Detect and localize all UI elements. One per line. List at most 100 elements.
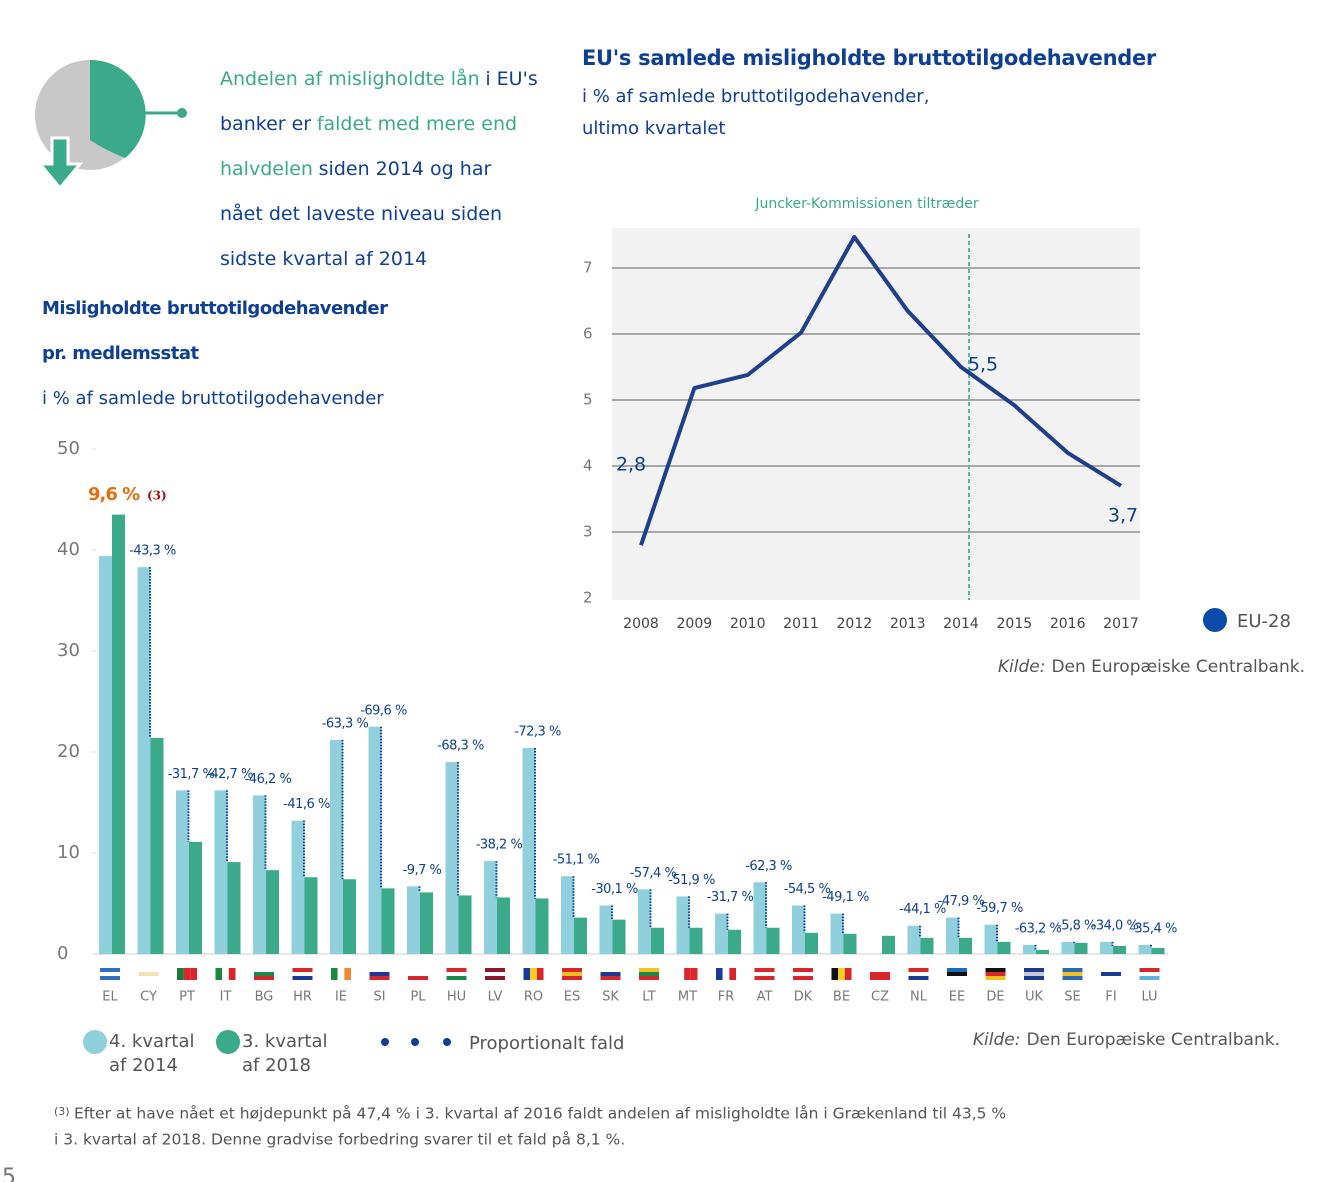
x-tick-label: RO <box>524 990 543 1005</box>
bar <box>1138 944 1152 954</box>
x-tick-label: SI <box>373 990 385 1005</box>
flag-stripe <box>485 968 505 972</box>
flag-stripe <box>369 976 390 980</box>
y-tick-label: 50 <box>57 438 80 459</box>
bar <box>843 933 857 954</box>
flag-stripe <box>562 972 582 976</box>
flag-stripe <box>754 972 775 976</box>
x-tick-label: FI <box>1105 990 1116 1005</box>
bar <box>214 790 228 954</box>
chart-title: Misligholdte bruttotilgodehavender <box>42 298 388 319</box>
x-tick-label: BE <box>833 990 850 1005</box>
change-label: -72,3 % <box>514 724 561 739</box>
y-tick-label: 30 <box>57 640 80 661</box>
flag-stripe <box>600 976 621 980</box>
flag-stripe <box>1101 968 1121 972</box>
change-label: -5,8 % <box>1057 918 1096 933</box>
bar <box>253 795 266 954</box>
x-tick-label: 2012 <box>837 616 873 632</box>
flag-stripe <box>1139 968 1160 972</box>
bar <box>728 929 741 954</box>
x-tick-label: UK <box>1025 990 1044 1005</box>
bar <box>407 886 420 954</box>
page-number: 5 <box>2 1165 16 1182</box>
flag-stripe <box>684 968 691 980</box>
bar <box>445 762 459 954</box>
change-label: 9,6 % <box>88 484 140 505</box>
flag-stripe <box>1139 972 1160 976</box>
bar <box>330 739 343 954</box>
intro-line: nået det laveste niveau siden <box>220 192 538 237</box>
plot-background <box>612 228 1140 600</box>
flag-stripe <box>344 968 351 980</box>
bar <box>420 892 433 954</box>
bar <box>1023 944 1036 954</box>
bar <box>137 567 151 954</box>
bar <box>612 919 626 954</box>
source: Kilde: Den Europæiske Centralbank. <box>998 657 1305 677</box>
change-label: -35,4 % <box>1130 921 1177 936</box>
footnote: Efter at have nået et højdepunkt på 47,4… <box>74 1105 1006 1123</box>
flag-stripe <box>793 972 813 976</box>
flag-stripe <box>177 968 184 980</box>
flag-stripe <box>870 972 890 976</box>
x-tick-label: IT <box>220 990 232 1005</box>
pie-icon <box>35 59 187 191</box>
value-label: 5,5 <box>968 354 998 376</box>
flag-stripe <box>138 968 159 972</box>
x-tick-label: LT <box>642 990 655 1005</box>
flag-stripe <box>870 976 890 980</box>
change-label: -49,1 % <box>822 890 869 905</box>
x-tick-label: CY <box>140 990 157 1005</box>
flag-stripe <box>1101 976 1121 980</box>
bar <box>753 882 767 954</box>
value-label: 2,8 <box>616 454 646 476</box>
x-tick-label: 2010 <box>730 616 766 632</box>
x-tick-label: ES <box>564 990 580 1005</box>
flag-stripe <box>985 968 1006 972</box>
intro-text: Andelen af misligholdte lån i EU's banker … <box>220 57 538 282</box>
footnote: i 3. kvartal af 2018. Denne gradvise for… <box>54 1131 625 1149</box>
flag-stripe <box>446 968 467 972</box>
y-tick-label: 10 <box>57 842 80 863</box>
flag-stripe <box>754 968 775 972</box>
bar <box>805 932 818 954</box>
flag-stripe <box>408 972 428 976</box>
flag-stripe <box>690 968 698 980</box>
bar <box>150 737 164 954</box>
bar <box>291 820 305 954</box>
change-label: -63,2 % <box>1015 921 1062 936</box>
flag-stripe <box>228 968 236 980</box>
chart-subtitle: ultimo kvartalet <box>582 118 725 139</box>
legend-dot <box>443 1038 451 1046</box>
change-label: -68,3 % <box>437 739 484 754</box>
flag-stripe <box>485 972 505 976</box>
flag-stripe <box>100 968 120 972</box>
bar <box>176 790 189 954</box>
flag-stripe <box>985 972 1006 976</box>
intro-line: Andelen af misligholdte lån i EU's <box>220 57 538 102</box>
flag-stripe <box>1062 976 1083 980</box>
chart-title: EU's samlede misligholdte bruttotilgodeh… <box>582 46 1157 70</box>
change-label: -62,3 % <box>745 859 792 874</box>
change-label: -44,1 % <box>899 902 946 917</box>
bar <box>638 889 651 954</box>
change-label: -69,6 % <box>360 703 407 718</box>
y-tick-label: 0 <box>57 943 68 964</box>
x-tick-label: DE <box>986 990 1004 1005</box>
bar <box>830 913 844 954</box>
y-tick-label: 40 <box>57 539 80 560</box>
change-label: -43,3 % <box>129 544 176 559</box>
y-tick-label: 5 <box>583 391 593 409</box>
bar <box>599 905 613 954</box>
x-tick-label: AT <box>757 990 773 1005</box>
flag-stripe <box>677 968 685 980</box>
flag-stripe <box>254 976 274 980</box>
legend-dot <box>411 1038 419 1046</box>
flag-stripe <box>1024 972 1044 976</box>
x-tick-label: LV <box>488 990 503 1005</box>
intro-segment: faldet med mere end <box>316 113 518 135</box>
source-label: Kilde: <box>973 1030 1021 1050</box>
